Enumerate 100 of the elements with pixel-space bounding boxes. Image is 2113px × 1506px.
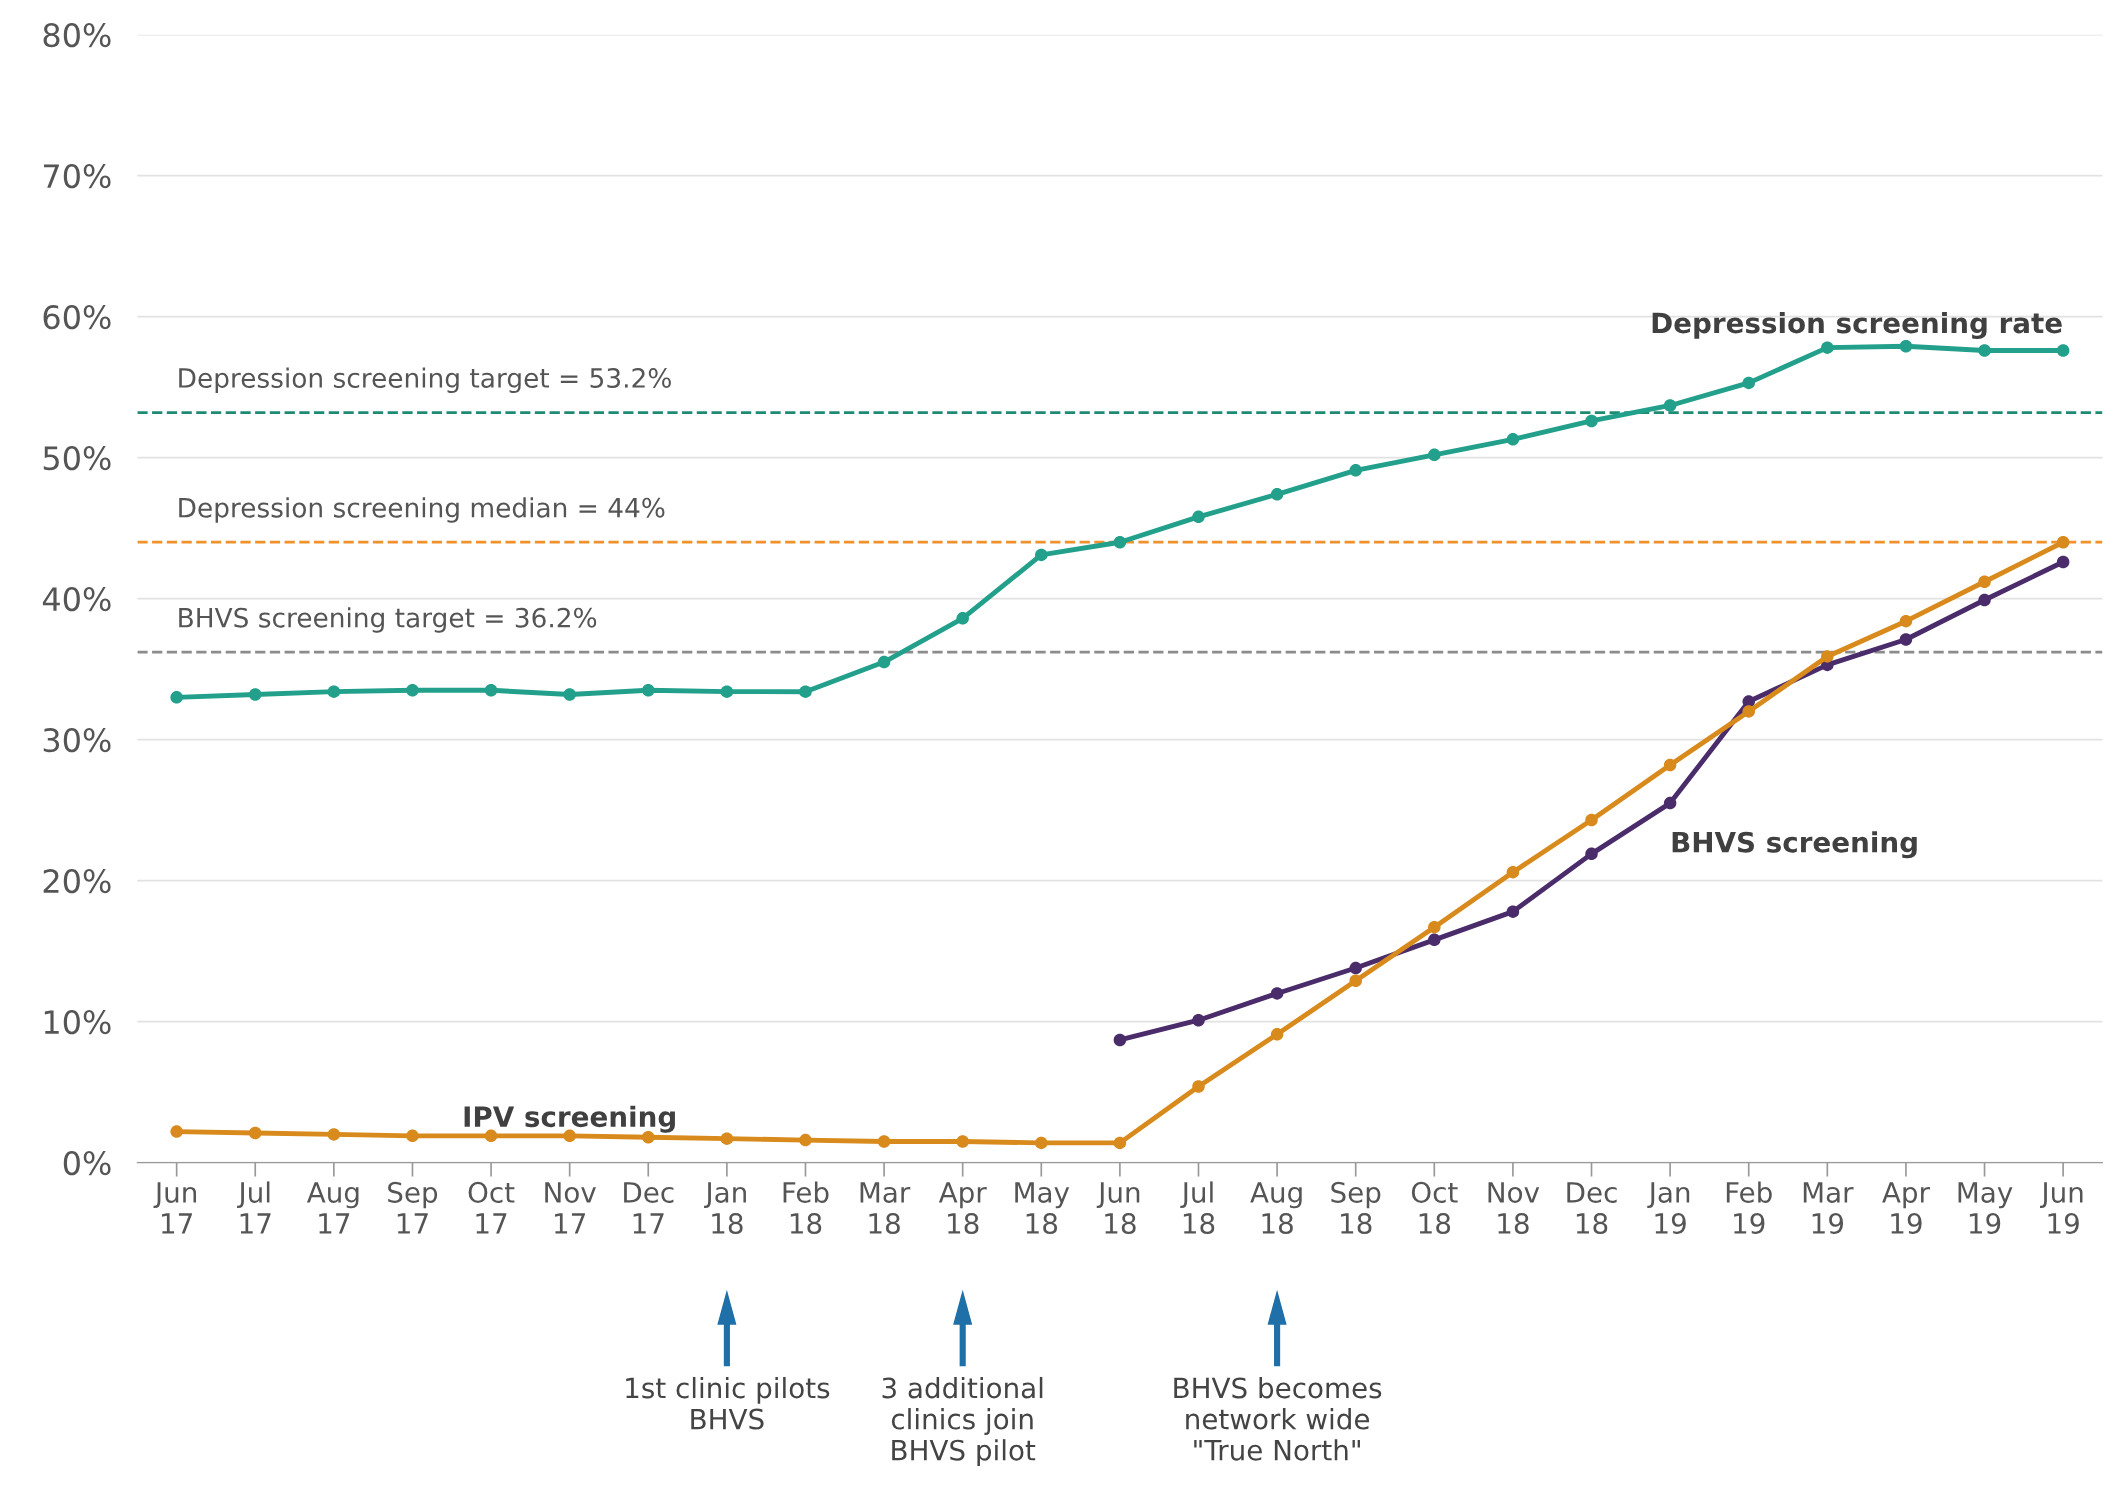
point — [877, 655, 891, 669]
point — [249, 688, 262, 701]
point — [877, 1135, 891, 1148]
point — [406, 684, 419, 697]
x-tick-label: Sep 17 — [388, 1181, 438, 1234]
x-tick-label: Dec 17 — [624, 1182, 674, 1234]
point — [1349, 464, 1362, 477]
point — [956, 1135, 969, 1148]
x-tick-label: Jan 19 — [1647, 1182, 1690, 1234]
point — [1270, 987, 1284, 1000]
ref-line-label: Depression screening median = 44% — [179, 497, 665, 523]
x-tick-label: Aug 17 — [306, 1182, 359, 1234]
y-tick-label: 20% — [43, 869, 111, 894]
point — [1192, 510, 1205, 524]
point — [1428, 933, 1441, 947]
x-tick-label: Apr 18 — [938, 1182, 987, 1234]
text: 3 additional clinics join BHVS pilot — [882, 1376, 1043, 1467]
point — [1899, 614, 1913, 628]
point — [1663, 758, 1677, 772]
x-tick-label: Jan 18 — [704, 1182, 746, 1234]
point — [1585, 414, 1598, 428]
point — [1978, 344, 1991, 357]
point — [1192, 1013, 1205, 1027]
point — [1113, 1033, 1127, 1047]
series-label: Depression screening rate — [1652, 311, 2062, 340]
point — [1506, 433, 1520, 446]
point — [1742, 376, 1755, 390]
point — [1270, 1028, 1284, 1041]
y-tick-label: 70% — [43, 164, 111, 189]
x-tick-label: Mar 19 — [1803, 1182, 1854, 1234]
ref-line-label: Depression screening target = 53.2% — [179, 367, 671, 394]
y-tick-label: 50% — [43, 446, 111, 471]
point — [956, 612, 969, 625]
point — [1113, 1136, 1127, 1150]
point — [249, 1126, 262, 1140]
point — [1821, 341, 1834, 354]
point — [799, 685, 812, 698]
point — [327, 1128, 341, 1141]
point — [799, 1133, 812, 1147]
point — [1428, 920, 1441, 934]
point — [170, 691, 183, 704]
point — [1506, 905, 1520, 918]
point — [327, 685, 341, 698]
point — [484, 1129, 498, 1143]
x-tick-label: Jun 19 — [2040, 1182, 2083, 1234]
point — [1585, 813, 1598, 827]
point — [1035, 1136, 1048, 1150]
x-tick-label: Apr 19 — [1882, 1182, 1930, 1234]
x-tick-label: Jun 18 — [1096, 1182, 1140, 1234]
x-tick-label: Feb 19 — [1726, 1181, 1772, 1234]
y-tick-label: 30% — [43, 728, 111, 753]
point — [2056, 535, 2070, 549]
point — [2056, 555, 2070, 569]
point — [1035, 548, 1048, 562]
point — [1821, 650, 1834, 663]
point — [1742, 705, 1755, 718]
point — [1899, 340, 1913, 353]
x-tick-label: Jun 17 — [153, 1182, 196, 1234]
x-tick-label: Jul 18 — [1180, 1181, 1215, 1234]
point — [1978, 575, 1991, 588]
x-tick-label: Oct 18 — [1411, 1181, 1458, 1234]
series-label: IPV screening — [464, 1105, 675, 1133]
x-tick-label: Nov 17 — [545, 1182, 596, 1234]
y-tick-label: 80% — [43, 23, 111, 48]
point — [1192, 1080, 1205, 1093]
x-tick-label: Aug 18 — [1250, 1182, 1302, 1234]
point — [1113, 535, 1127, 549]
point — [720, 685, 734, 698]
x-tick-label: Nov 18 — [1488, 1182, 1540, 1234]
point — [1270, 488, 1284, 501]
x-tick-label: Sep 18 — [1331, 1181, 1381, 1234]
x-tick-label: Mar 18 — [860, 1182, 911, 1234]
point — [1349, 974, 1362, 987]
text: BHVS becomes network wide "True North" — [1174, 1376, 1382, 1461]
point — [1506, 865, 1520, 879]
y-tick-label: 10% — [44, 1010, 111, 1035]
x-tick-label: Oct 17 — [468, 1181, 515, 1234]
point — [1428, 448, 1441, 462]
y-tick-label: 40% — [42, 587, 111, 612]
point — [406, 1129, 419, 1143]
series-label: BHVS screening — [1672, 831, 1917, 859]
text: 1st clinic pilots BHVS — [626, 1376, 830, 1430]
point — [1585, 847, 1598, 861]
point — [642, 684, 655, 697]
point — [484, 684, 498, 697]
ref-line-label: BHVS screening target = 36.2% — [179, 607, 597, 633]
x-tick-label: Jul 17 — [237, 1181, 271, 1234]
point — [1663, 796, 1677, 810]
point — [563, 688, 576, 701]
y-tick-label: 0% — [63, 1151, 111, 1176]
point — [1899, 633, 1913, 646]
x-tick-label: Feb 18 — [783, 1181, 829, 1234]
point — [2056, 344, 2070, 357]
x-tick-label: May 18 — [1015, 1182, 1070, 1234]
point — [1349, 961, 1362, 975]
x-tick-label: May 19 — [1958, 1182, 2013, 1234]
point — [1663, 399, 1677, 412]
point — [170, 1125, 183, 1138]
point — [1978, 593, 1991, 607]
y-tick-label: 60% — [43, 305, 111, 330]
